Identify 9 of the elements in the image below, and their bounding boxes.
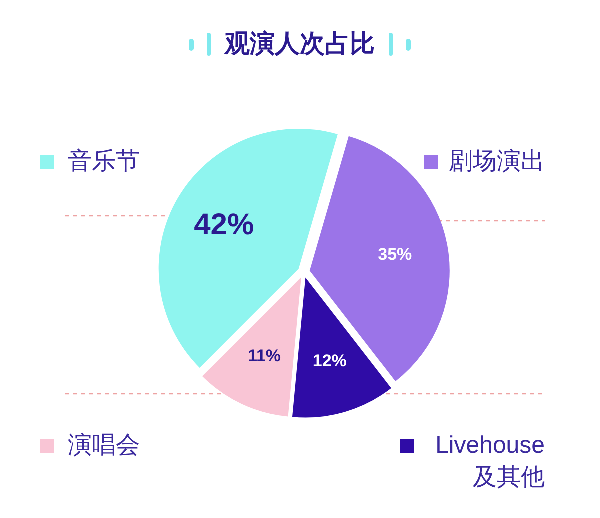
chart-title: 观演人次占比 [224,30,375,58]
data-label: 12% [312,352,347,371]
data-label: 42% [194,208,254,242]
data-label: 35% [378,245,412,264]
data-label: 11% [248,346,282,366]
legend-label: 音乐节 [68,147,140,177]
legend-label: 演唱会 [68,431,140,461]
legend-label: Livehouse及其他 [434,431,545,493]
legend-label: 剧场演出 [449,147,545,177]
